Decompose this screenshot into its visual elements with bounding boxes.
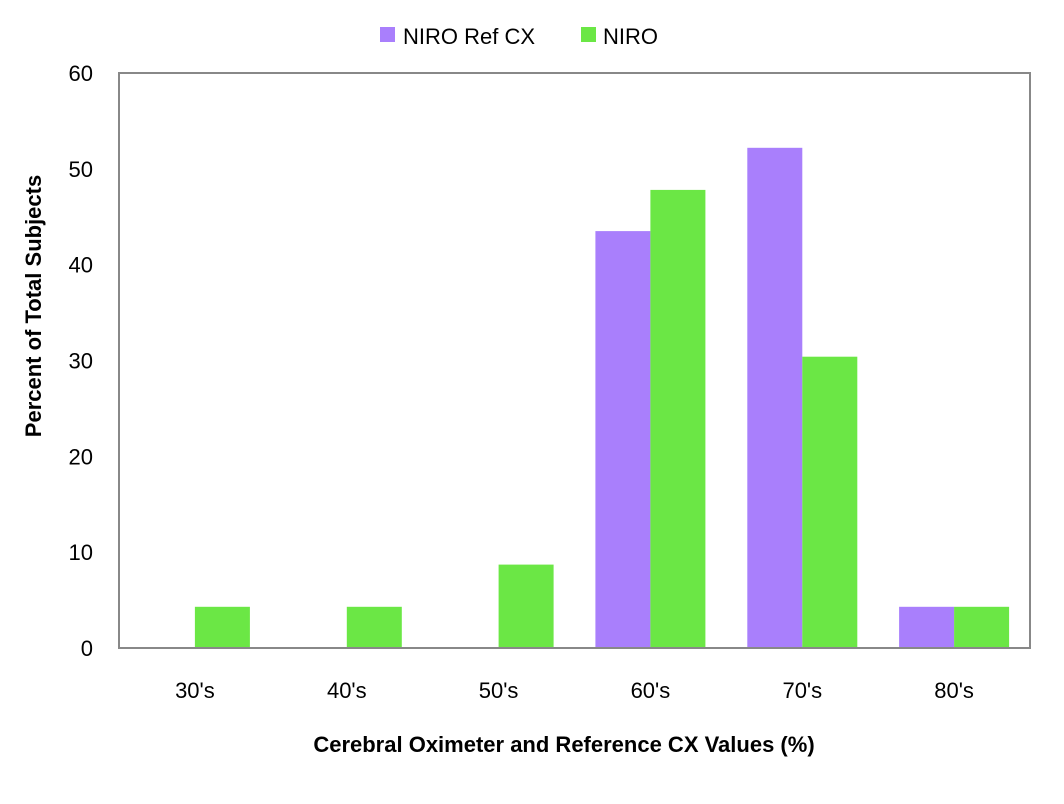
bar-niro-ref-cx-80s [899, 606, 955, 648]
bar-niro-ref-cx-60s [595, 231, 651, 648]
bar-niro-50s [498, 564, 554, 648]
x-axis-ticks: 30's 40's 50's 60's 70's 80's [175, 678, 974, 703]
bar-niro-80s [954, 606, 1010, 648]
y-axis-title: Percent of Total Subjects [21, 175, 46, 437]
y-tick-label: 60 [69, 61, 93, 86]
legend: NIRO Ref CX NIRO [380, 24, 658, 49]
bar-niro-30s [194, 606, 250, 648]
x-axis-title: Cerebral Oximeter and Reference CX Value… [313, 732, 814, 757]
y-tick-label: 20 [69, 444, 93, 469]
bar-niro-ref-cx-70s [747, 147, 803, 649]
x-tick-label: 80's [934, 678, 974, 703]
x-tick-label: 50's [479, 678, 519, 703]
legend-label-niro: NIRO [603, 24, 658, 49]
bars-layer [194, 147, 1010, 649]
bar-niro-60s [650, 189, 706, 648]
y-tick-label: 40 [69, 253, 93, 278]
x-tick-label: 70's [782, 678, 822, 703]
legend-swatch-niro-ref-cx [380, 27, 395, 42]
y-tick-label: 50 [69, 157, 93, 182]
legend-swatch-niro [581, 27, 596, 42]
y-axis-ticks: 0 10 20 30 40 50 60 [69, 61, 93, 661]
y-tick-label: 10 [69, 540, 93, 565]
legend-label-niro-ref-cx: NIRO Ref CX [403, 24, 535, 49]
x-tick-label: 40's [327, 678, 367, 703]
y-tick-label: 0 [81, 636, 93, 661]
x-tick-label: 60's [631, 678, 671, 703]
y-tick-label: 30 [69, 349, 93, 374]
x-tick-label: 30's [175, 678, 215, 703]
bar-niro-70s [802, 356, 858, 648]
bar-niro-40s [346, 606, 402, 648]
plot-area-frame [118, 72, 1031, 649]
